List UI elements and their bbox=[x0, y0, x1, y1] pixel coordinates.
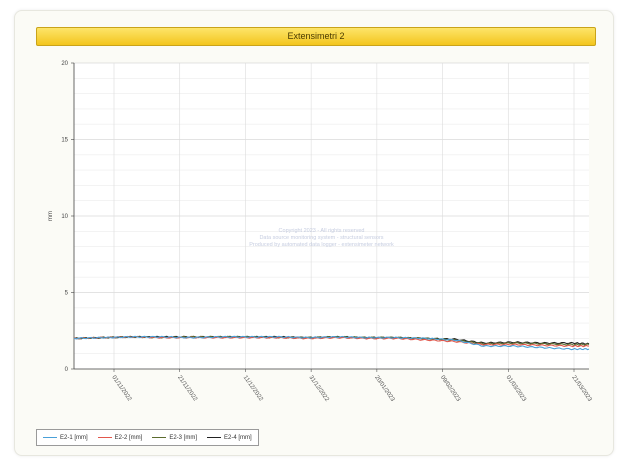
watermark-line-3: Produced by automated data logger - exte… bbox=[249, 242, 394, 248]
legend-label: E2-1 [mm] bbox=[60, 434, 88, 441]
x-tick-label: 31/12/2022 bbox=[308, 375, 331, 404]
y-tick-label: 20 bbox=[61, 61, 68, 67]
series-line-e2-3-mm- bbox=[73, 335, 590, 346]
chart-legend: E2-1 [mm] E2-2 [mm] E2-3 [mm] E2-4 [mm] bbox=[36, 429, 259, 446]
legend-label: E2-4 [mm] bbox=[224, 434, 252, 441]
legend-swatch bbox=[43, 437, 57, 438]
x-tick-label: 21/11/2022 bbox=[176, 375, 198, 403]
x-tick-label: 20/01/2023 bbox=[373, 375, 396, 404]
chart-title: Extensimetri 2 bbox=[36, 27, 596, 46]
y-tick-label: 15 bbox=[61, 138, 68, 144]
y-tick-label: 10 bbox=[61, 214, 68, 220]
legend-item: E2-4 [mm] bbox=[207, 435, 252, 441]
legend-swatch bbox=[152, 437, 167, 438]
y-tick-label: 5 bbox=[65, 291, 69, 297]
legend-label: E2-3 [mm] bbox=[169, 434, 198, 441]
legend-swatch bbox=[207, 437, 222, 438]
x-tick-label: 01/11/2022 bbox=[110, 375, 132, 403]
x-tick-label: 01/03/2023 bbox=[505, 375, 528, 404]
x-tick-label: 21/03/2023 bbox=[570, 375, 593, 404]
watermark-line-1: Copyright 2023 - All rights reserved bbox=[279, 228, 365, 234]
y-tick-label: 0 bbox=[65, 367, 69, 373]
watermark-line-2: Data source monitoring system - structur… bbox=[259, 235, 383, 241]
legend-item: E2-3 [mm] bbox=[152, 435, 197, 441]
x-tick-label: 11/12/2022 bbox=[242, 375, 264, 403]
x-tick-label: 09/02/2023 bbox=[439, 375, 462, 404]
y-axis-label: mm bbox=[48, 211, 54, 221]
series-line-e2-1-mm- bbox=[73, 335, 590, 351]
legend-item: E2-2 [mm] bbox=[97, 434, 143, 441]
legend-item: E2-1 [mm] bbox=[43, 435, 88, 441]
legend-swatch bbox=[97, 437, 112, 438]
legend-label: E2-2 [mm] bbox=[114, 434, 143, 441]
